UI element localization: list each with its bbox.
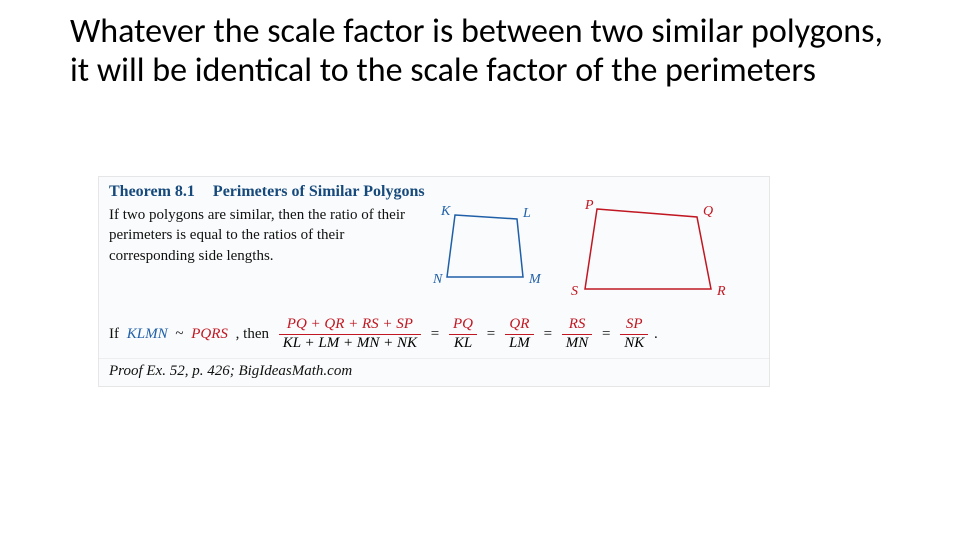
eq-r0: PQ KL <box>449 317 477 352</box>
proof-site: BigIdeasMath.com <box>238 363 352 379</box>
label-P: P <box>584 198 594 213</box>
theorem-box: Theorem 8.1 Perimeters of Similar Polygo… <box>98 176 770 387</box>
theorem-number: Theorem 8.1 <box>109 183 195 200</box>
label-L: L <box>522 206 531 221</box>
eq-bignum: PQ + QR + RS + SP <box>279 317 421 335</box>
label-N: N <box>432 272 443 287</box>
eq-if: If <box>109 326 119 343</box>
proof-label: Proof <box>109 363 143 379</box>
theorem-proof: Proof Ex. 52, p. 426; BigIdeasMath.com <box>99 358 769 386</box>
eq-eq0: = <box>431 326 439 343</box>
eq-r1: QR LM <box>505 317 534 352</box>
eq-eq2: = <box>544 326 552 343</box>
polygon-pqrs <box>585 209 711 289</box>
label-S: S <box>571 284 578 299</box>
theorem-figures: K L M N P Q R S <box>425 197 755 305</box>
proof-ref: Ex. 52, p. 426; <box>146 363 238 379</box>
label-Q: Q <box>703 204 713 219</box>
polygon-klmn <box>447 215 523 277</box>
eq-poly1: KLMN <box>127 326 168 343</box>
eq-poly2: PQRS <box>191 326 228 343</box>
slide-headline: Whatever the scale factor is between two… <box>70 12 890 90</box>
eq-bigden: KL + LM + MN + NK <box>279 335 421 352</box>
label-K: K <box>440 204 451 219</box>
theorem-title: Perimeters of Similar Polygons <box>213 183 425 200</box>
theorem-body: If two polygons are similar, then the ra… <box>99 203 769 313</box>
eq-period: . <box>654 326 658 343</box>
eq-eq1: = <box>487 326 495 343</box>
label-R: R <box>716 284 726 299</box>
eq-eq3: = <box>602 326 610 343</box>
eq-sim: ~ <box>175 326 183 343</box>
theorem-statement: If two polygons are similar, then the ra… <box>109 205 409 266</box>
eq-r3: SP NK <box>620 317 648 352</box>
label-M: M <box>528 272 542 287</box>
eq-bigfrac: PQ + QR + RS + SP KL + LM + MN + NK <box>279 317 421 352</box>
theorem-equation: If KLMN ~ PQRS , then PQ + QR + RS + SP … <box>99 313 769 358</box>
polygons-svg: K L M N P Q R S <box>425 197 755 305</box>
eq-then: , then <box>236 326 269 343</box>
eq-r2: RS MN <box>562 317 593 352</box>
